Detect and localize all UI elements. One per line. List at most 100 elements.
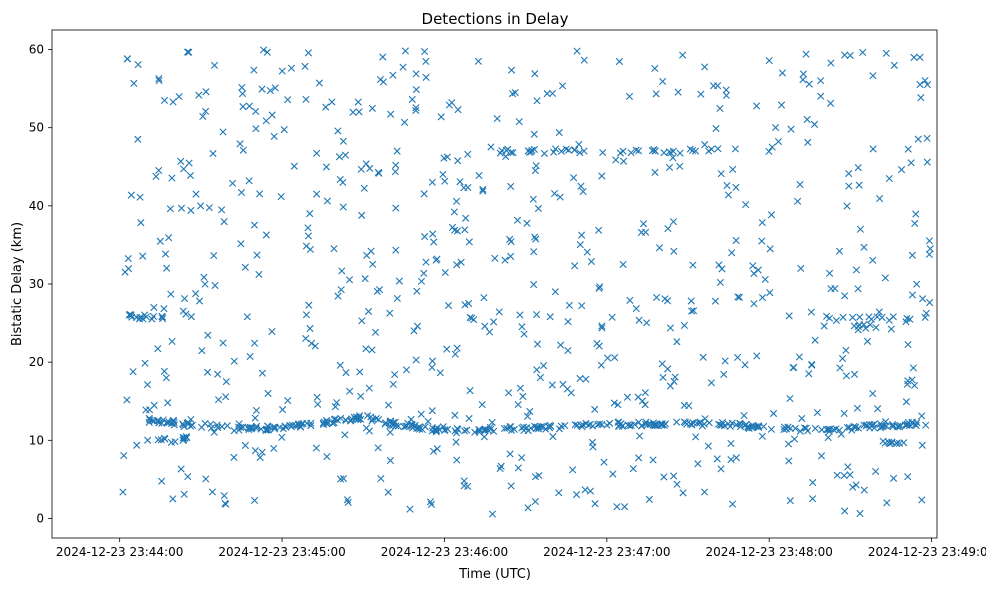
- data-point: [235, 420, 243, 428]
- data-point: [758, 294, 767, 302]
- data-point: [624, 421, 632, 429]
- data-point: [245, 102, 254, 110]
- data-point: [453, 261, 461, 269]
- data-point: [203, 368, 212, 376]
- data-point: [154, 436, 162, 444]
- data-point: [558, 82, 567, 90]
- data-point: [258, 369, 267, 377]
- data-point: [237, 188, 246, 197]
- data-point: [767, 425, 776, 433]
- data-point: [208, 488, 217, 496]
- data-point: [716, 104, 724, 113]
- data-point: [502, 152, 510, 160]
- data-point: [723, 181, 731, 190]
- data-point: [509, 149, 517, 157]
- data-point: [750, 300, 758, 308]
- data-point: [576, 149, 584, 157]
- data-point: [673, 418, 681, 426]
- data-point: [526, 407, 534, 416]
- data-point: [904, 473, 912, 481]
- data-point: [679, 489, 687, 497]
- data-point: [643, 319, 651, 327]
- data-point: [507, 482, 515, 490]
- data-point: [713, 455, 721, 463]
- data-point: [653, 293, 661, 302]
- data-point: [368, 417, 376, 425]
- data-point: [732, 236, 740, 245]
- data-point: [278, 67, 286, 75]
- data-point: [908, 251, 916, 259]
- data-point: [704, 442, 712, 450]
- data-point: [790, 435, 799, 443]
- data-point: [882, 49, 890, 57]
- data-point: [729, 165, 737, 174]
- data-point: [874, 405, 882, 413]
- data-point: [641, 401, 649, 409]
- data-point: [625, 92, 634, 101]
- data-point: [391, 370, 399, 379]
- data-point: [532, 235, 540, 243]
- data-point: [850, 370, 859, 378]
- data-point: [177, 204, 186, 212]
- data-point: [645, 495, 653, 503]
- data-point: [540, 149, 549, 158]
- data-point: [650, 421, 658, 429]
- data-point: [252, 424, 260, 432]
- data-point: [158, 477, 166, 485]
- data-point: [125, 311, 133, 319]
- data-point: [550, 148, 558, 156]
- data-point: [780, 425, 788, 434]
- data-point: [384, 401, 393, 409]
- data-point: [408, 421, 416, 429]
- data-point: [742, 420, 750, 428]
- data-point: [604, 354, 612, 362]
- data-point: [872, 323, 880, 332]
- data-point: [392, 204, 400, 212]
- data-point: [158, 313, 166, 321]
- data-point: [809, 478, 817, 487]
- data-point: [769, 409, 778, 418]
- data-point: [220, 492, 228, 500]
- data-point: [237, 423, 245, 432]
- data-point: [534, 204, 543, 213]
- data-point: [360, 184, 368, 192]
- data-point: [465, 238, 473, 246]
- data-point: [452, 197, 461, 205]
- data-point: [269, 423, 277, 431]
- data-point: [264, 389, 272, 398]
- data-point: [742, 200, 750, 209]
- data-point: [374, 416, 383, 424]
- data-point: [389, 71, 397, 79]
- data-point: [372, 414, 380, 423]
- data-point: [531, 166, 539, 175]
- data-point: [922, 421, 930, 429]
- data-point: [402, 366, 411, 374]
- data-point: [205, 204, 213, 212]
- data-point: [241, 263, 249, 271]
- data-point: [906, 315, 914, 323]
- data-point: [130, 79, 138, 87]
- data-point: [598, 322, 606, 330]
- data-point: [916, 53, 924, 61]
- data-point: [839, 313, 847, 321]
- data-point: [304, 232, 313, 240]
- data-point: [389, 380, 397, 388]
- data-point: [507, 423, 515, 431]
- data-point: [673, 480, 681, 488]
- data-point: [548, 381, 556, 389]
- data-point: [774, 137, 783, 146]
- data-point: [339, 475, 348, 483]
- data-point: [721, 422, 729, 430]
- data-point: [433, 255, 441, 263]
- data-point: [922, 309, 930, 317]
- data-point: [728, 249, 736, 257]
- data-point: [663, 297, 672, 305]
- data-point: [443, 153, 452, 161]
- data-point: [722, 91, 730, 100]
- data-point: [304, 49, 313, 57]
- data-point: [506, 252, 515, 260]
- data-point: [375, 169, 383, 177]
- data-point: [330, 245, 338, 253]
- data-point: [451, 411, 459, 419]
- data-point: [188, 421, 197, 429]
